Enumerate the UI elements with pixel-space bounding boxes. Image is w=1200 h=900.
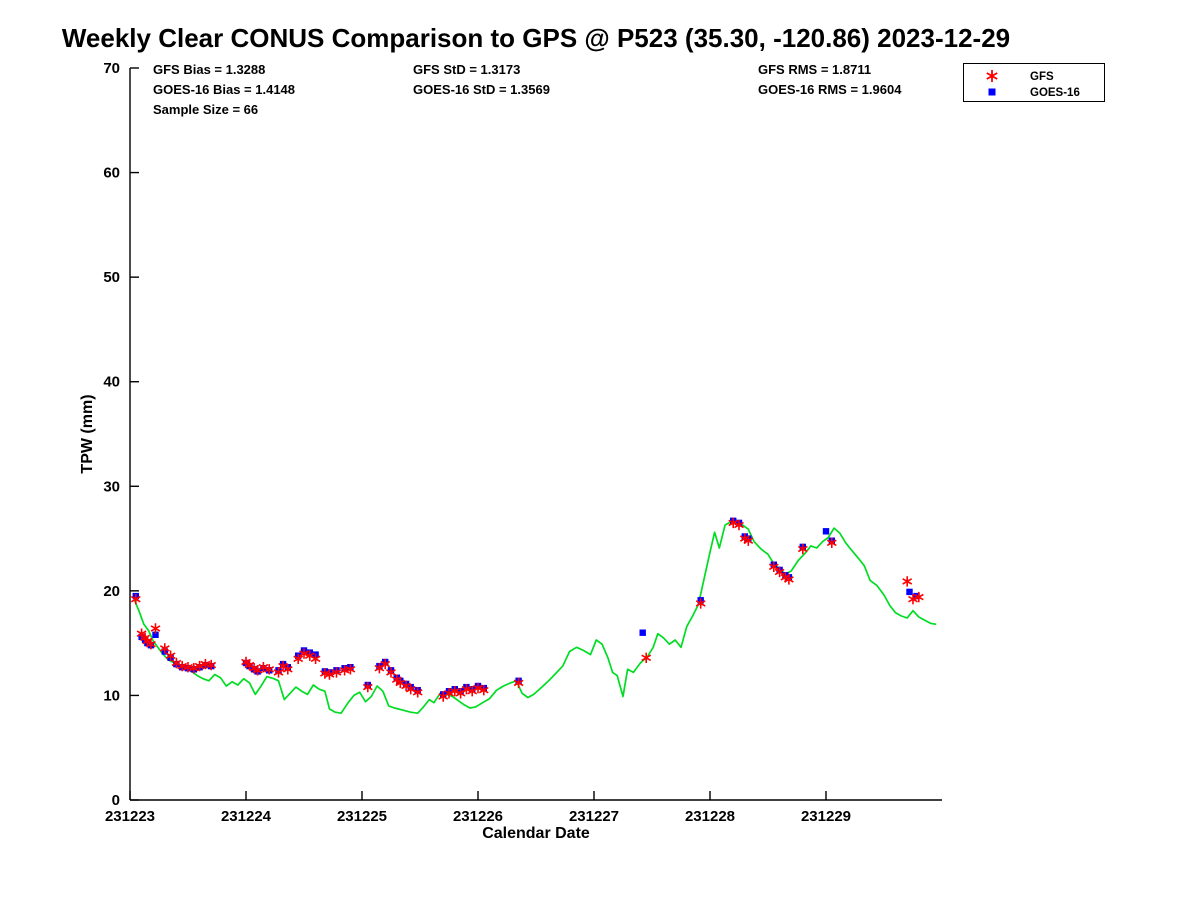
gfs-marker bbox=[734, 519, 744, 531]
gfs-marker bbox=[150, 623, 161, 634]
x-axis-label: Calendar Date bbox=[482, 825, 590, 842]
legend-goes16-square-icon bbox=[988, 88, 996, 96]
legend-box bbox=[963, 63, 1105, 102]
stat-goes16-bias: GOES-16 Bias = 1.4148 bbox=[153, 82, 295, 97]
gfs-marker bbox=[299, 648, 309, 659]
x-tick-label: 231226 bbox=[453, 808, 503, 825]
legend-gfs-asterisk-icon bbox=[986, 70, 998, 82]
gfs-marker bbox=[478, 685, 489, 696]
axes-layer: 0 10 20 30 40 50 60 70 231223 231224 231225 231226 2… bbox=[103, 60, 942, 825]
gfs-marker bbox=[310, 653, 321, 664]
gfs-marker bbox=[774, 566, 785, 578]
gfs-marker bbox=[412, 687, 423, 698]
goes16-marker bbox=[906, 588, 913, 596]
gfs-marker bbox=[273, 667, 284, 678]
y-tick-label: 60 bbox=[103, 165, 120, 182]
x-tick-label: 231229 bbox=[801, 808, 851, 825]
legend-goes16-label: GOES-16 bbox=[1030, 87, 1080, 99]
gfs-marker bbox=[444, 688, 454, 699]
x-tick-label: 231228 bbox=[685, 808, 735, 825]
legend: GFS GOES-16 bbox=[963, 63, 1105, 102]
gfs-marker bbox=[345, 664, 356, 675]
chart-title: Weekly Clear CONUS Comparison to GPS @ P… bbox=[62, 23, 1010, 53]
gfs-marker bbox=[743, 535, 754, 546]
gfs-marker bbox=[188, 663, 199, 674]
y-tick-label: 70 bbox=[103, 60, 120, 77]
y-tick-label: 40 bbox=[103, 374, 120, 391]
gfs-marker bbox=[695, 598, 706, 609]
gfs-marker bbox=[461, 684, 472, 695]
stat-gfs-std: GFS StD = 1.3173 bbox=[413, 62, 520, 77]
gfs-marker bbox=[165, 650, 176, 661]
gfs-marker bbox=[264, 664, 275, 675]
stat-gfs-bias: GFS Bias = 1.3288 bbox=[153, 62, 265, 77]
gfs-marker bbox=[362, 681, 373, 693]
gfs-marker bbox=[130, 594, 141, 605]
gfs-marker bbox=[159, 643, 170, 654]
gps-line bbox=[133, 520, 937, 715]
gfs-marker bbox=[258, 662, 269, 673]
gfs-marker bbox=[913, 591, 924, 603]
goes16-marker bbox=[822, 528, 830, 535]
gfs-marker bbox=[641, 652, 652, 663]
gfs-marker bbox=[282, 664, 293, 675]
gfs-marker bbox=[902, 576, 913, 587]
gfs-marker bbox=[380, 658, 391, 670]
gfs-marker bbox=[293, 653, 304, 664]
goes16-marker bbox=[152, 631, 159, 638]
stat-gfs-rms: GFS RMS = 1.8711 bbox=[758, 62, 871, 77]
gfs-marker bbox=[324, 669, 335, 680]
gfs-marker bbox=[783, 574, 794, 585]
x-tick-label: 231227 bbox=[569, 808, 619, 825]
gfs-marker bbox=[194, 660, 205, 672]
x-tick-label: 231223 bbox=[105, 808, 155, 825]
x-tick-label: 231225 bbox=[337, 808, 387, 825]
gfs-marker bbox=[405, 684, 416, 695]
gfs-marker bbox=[386, 667, 396, 678]
data-layer bbox=[130, 517, 937, 715]
y-tick-label: 0 bbox=[112, 792, 120, 809]
y-tick-label: 50 bbox=[103, 269, 120, 286]
gfs-marker bbox=[826, 537, 837, 548]
legend-gfs-label: GFS bbox=[1030, 71, 1054, 83]
gfs-marker bbox=[728, 517, 739, 529]
gfs-marker bbox=[473, 682, 483, 694]
gfs-marker bbox=[908, 594, 918, 605]
y-axis-label: TPW (mm) bbox=[79, 394, 96, 473]
gfs-marker bbox=[513, 677, 524, 689]
gfs-marker bbox=[449, 686, 460, 697]
y-tick-label: 10 bbox=[103, 687, 120, 704]
stat-sample-size: Sample Size = 66 bbox=[153, 102, 258, 117]
y-tick-label: 20 bbox=[103, 583, 120, 600]
stat-goes16-std: GOES-16 StD = 1.3569 bbox=[413, 82, 550, 97]
stat-goes16-rms: GOES-16 RMS = 1.9604 bbox=[758, 82, 902, 97]
y-tick-label: 30 bbox=[103, 478, 120, 495]
gfs-marker bbox=[206, 659, 217, 671]
goes16-marker bbox=[639, 629, 646, 636]
gfs-marker bbox=[768, 561, 779, 572]
gfs-marker bbox=[797, 543, 808, 555]
x-tick-label: 231224 bbox=[221, 808, 272, 825]
gfs-marker bbox=[331, 667, 342, 678]
gfs-marker bbox=[177, 660, 188, 672]
gfs-marker bbox=[145, 639, 156, 650]
